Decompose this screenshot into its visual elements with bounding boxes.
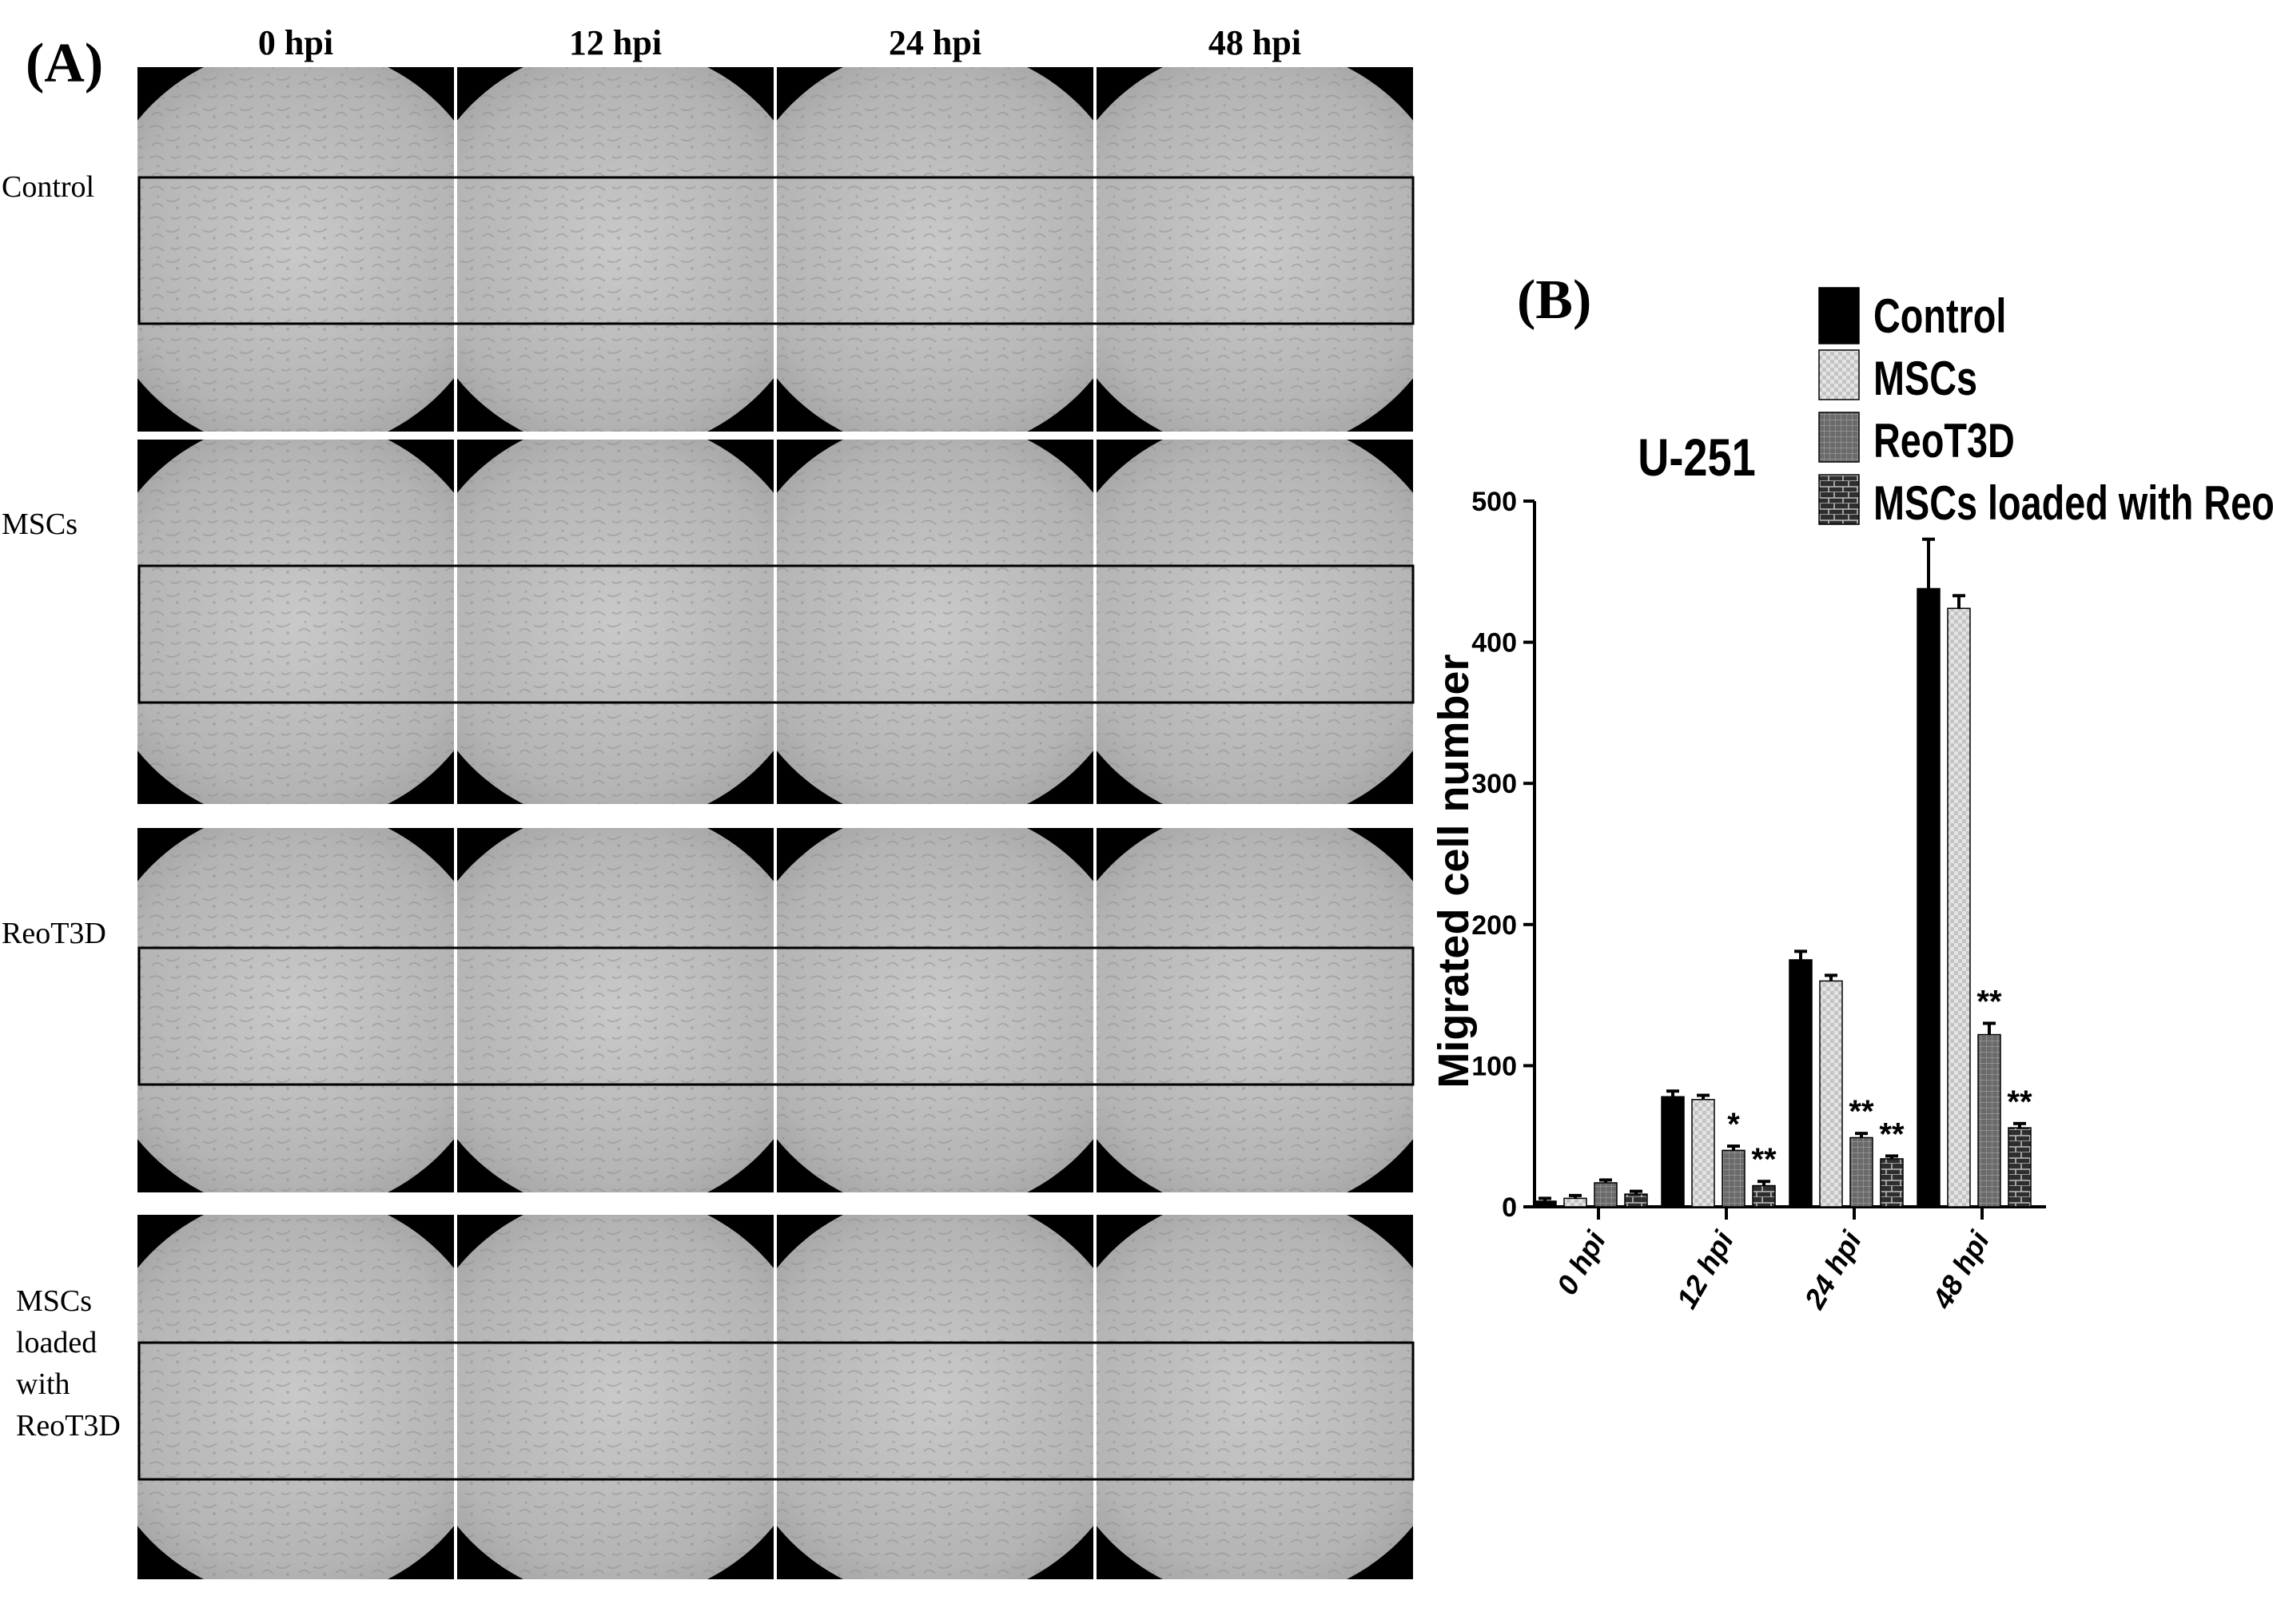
micrograph-tiles: [137, 67, 1415, 1579]
bar-control-12-hpi: [1661, 1096, 1685, 1208]
row-label-3-line-0: MSCs: [16, 1284, 92, 1318]
micrograph-tile: [457, 1215, 774, 1579]
micrograph-tile: [457, 440, 774, 804]
legend-swatch: [1818, 349, 1860, 400]
micrograph-tile: [137, 1215, 454, 1579]
legend-label: MSCs: [1873, 352, 1977, 405]
y-tick-label: 100: [1471, 1051, 1517, 1081]
micrograph-tile: [1097, 67, 1413, 432]
y-tick-label: 200: [1471, 910, 1517, 941]
bar-mscs-48-hpi: [1947, 607, 1971, 1208]
row-labels: Control MSCs ReoT3D MSCs loaded with ReoT3D: [2, 170, 121, 1443]
row-label-3-line-2: with: [16, 1367, 70, 1401]
significance-marker: **: [1976, 984, 2002, 1019]
column-header-1: 12 hpi: [569, 23, 662, 62]
scratch-wound-region: [137, 564, 1415, 704]
y-tick-label: 0: [1502, 1192, 1517, 1223]
micrograph-tile: [1097, 828, 1413, 1192]
bar-reot3d-12-hpi: [1722, 1149, 1746, 1208]
bar-reot3d-0-hpi: [1594, 1182, 1618, 1208]
significance-marker: *: [1727, 1107, 1740, 1142]
bar-mscs-loaded-with-reot3d-48-hpi: [2008, 1127, 2032, 1208]
column-headers: 0 hpi 12 hpi 24 hpi 48 hpi: [258, 23, 1301, 62]
micrograph-tile: [777, 1215, 1093, 1579]
bar-control-24-hpi: [1789, 959, 1813, 1208]
micrograph-tile: [137, 828, 454, 1192]
bar-reot3d-24-hpi: [1849, 1136, 1873, 1208]
legend-item-mscs: MSCs: [1818, 349, 1977, 405]
micrograph-tile: [777, 828, 1093, 1192]
micrograph-tile: [137, 440, 454, 804]
x-tick-label-0-hpi: 0 hpi: [1550, 1225, 1612, 1300]
bar-mscs-24-hpi: [1819, 980, 1843, 1208]
chart-title: U-251: [1638, 428, 1755, 487]
y-tick-label: 500: [1471, 487, 1517, 517]
legend-item-mscs-loaded-with-reot3d: MSCs loaded with ReoT3D: [1818, 474, 2273, 530]
row-label-3-line-3: ReoT3D: [16, 1409, 121, 1443]
y-axis-label: Migrated cell number: [1430, 654, 1478, 1088]
significance-marker: **: [1879, 1116, 1905, 1152]
row-label-3-line-1: loaded: [16, 1326, 97, 1359]
row-label-2-line-0: ReoT3D: [2, 917, 106, 950]
micrograph-tile: [137, 67, 454, 432]
panel-b-bar-chart: (B) U-251 Migrated cell number 0 100 200 30…: [1430, 269, 2273, 1315]
bar-mscs-loaded-with-reot3d-12-hpi: [1752, 1184, 1776, 1208]
legend-swatch: [1818, 412, 1860, 463]
column-header-3: 48 hpi: [1208, 23, 1301, 62]
chart-plot-area: 0 100 200 300 400 500 0 hpi 12 hpi 24 hpi 48 hpi *…: [1471, 487, 2046, 1315]
micrograph-tile: [1097, 1215, 1413, 1579]
y-tick-label: 400: [1471, 628, 1517, 659]
scratch-wound-region: [137, 1341, 1415, 1481]
row-label-0-line-0: Control: [2, 170, 94, 204]
significance-marker: **: [2007, 1085, 2032, 1120]
legend-item-reot3d: ReoT3D: [1818, 412, 2015, 468]
panel-a-label: (A): [26, 33, 103, 94]
micrograph-tile: [457, 67, 774, 432]
micrograph-tile: [777, 440, 1093, 804]
column-header-2: 24 hpi: [889, 23, 981, 62]
legend-label: ReoT3D: [1873, 414, 2015, 468]
bar-mscs-0-hpi: [1563, 1197, 1587, 1208]
bar-reot3d-48-hpi: [1977, 1033, 2001, 1208]
x-tick-label-12-hpi: 12 hpi: [1670, 1225, 1740, 1314]
legend-item-control: Control: [1818, 287, 2006, 344]
x-tick-label-24-hpi: 24 hpi: [1797, 1225, 1869, 1315]
significance-marker: **: [1751, 1142, 1777, 1177]
bar-control-48-hpi: [1917, 587, 1941, 1208]
row-label-1-line-0: MSCs: [2, 508, 78, 541]
significance-marker: **: [1849, 1094, 1874, 1129]
panel-a-micrograph-grid: (A) 0 hpi 12 hpi 24 hpi 48 hpi Control MSCs R…: [2, 23, 1415, 1579]
panel-b-label: (B): [1517, 269, 1591, 331]
bar-mscs-loaded-with-reot3d-24-hpi: [1880, 1158, 1904, 1208]
x-tick-label-48-hpi: 48 hpi: [1925, 1225, 1996, 1315]
column-header-0: 0 hpi: [258, 23, 333, 62]
legend-label: MSCs loaded with ReoT3D: [1873, 476, 2273, 530]
bar-mscs-12-hpi: [1691, 1099, 1715, 1208]
chart-legend: Control MSCs ReoT3D MSCs loaded with ReoT3D: [1818, 287, 2273, 530]
y-tick-label: 300: [1471, 769, 1517, 799]
scratch-wound-region: [137, 176, 1415, 325]
legend-swatch: [1818, 474, 1860, 525]
micrograph-tile: [777, 67, 1093, 432]
legend-label: Control: [1873, 289, 2006, 343]
micrograph-tile: [457, 828, 774, 1192]
bar-mscs-loaded-with-reot3d-0-hpi: [1624, 1193, 1648, 1208]
bar-control-0-hpi: [1533, 1200, 1557, 1208]
legend-swatch: [1818, 287, 1860, 344]
micrograph-tile: [1097, 440, 1413, 804]
scratch-wound-region: [137, 946, 1415, 1086]
